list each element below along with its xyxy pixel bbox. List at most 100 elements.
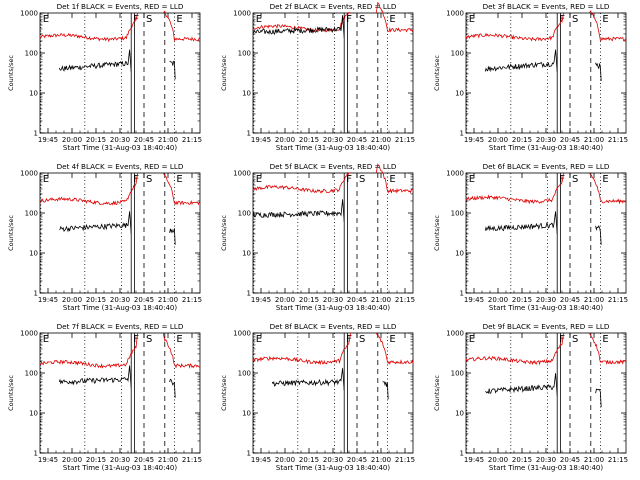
x-tick-label: 19:45 — [251, 296, 271, 304]
flare-marker-label: S — [146, 174, 152, 185]
y-tick-label: 1 — [247, 290, 251, 298]
x-axis-label: Start Time (31-Aug-03 18:40:40) — [276, 144, 390, 152]
y-axis-label: Counts/sec — [433, 55, 441, 91]
x-tick-label: 20:15 — [86, 456, 106, 464]
x-tick-label: 20:15 — [512, 136, 532, 144]
x-tick-label: 19:45 — [464, 136, 484, 144]
x-tick-label: 20:00 — [62, 456, 82, 464]
flare-marker-label: E — [469, 334, 475, 345]
flare-marker-label: S — [572, 14, 578, 25]
flare-marker-label: E — [256, 14, 262, 25]
flare-marker-label: E — [43, 14, 49, 25]
series-lld-red — [375, 163, 414, 194]
panel-title: Det 4f BLACK = Events, RED = LLD — [57, 162, 184, 171]
series-events-black — [169, 228, 176, 245]
flare-marker-label: F — [346, 174, 352, 185]
x-tick-label: 19:45 — [464, 296, 484, 304]
series-events-black — [484, 49, 558, 73]
series-lld-red — [588, 172, 627, 205]
y-tick-label: 10 — [455, 90, 464, 98]
flare-marker-label: E — [389, 334, 395, 345]
x-tick-label: 20:00 — [488, 456, 508, 464]
series-lld-red — [252, 11, 351, 33]
flare-marker-label: E — [43, 174, 49, 185]
x-tick-label: 20:15 — [299, 296, 319, 304]
panel-6: Det 6f BLACK = Events, RED = LLD 1 10 100 10… — [433, 162, 628, 312]
y-tick-label: 10 — [29, 250, 38, 258]
y-tick-label: 1000 — [20, 170, 38, 178]
x-axis-label: Start Time (31-Aug-03 18:40:40) — [63, 144, 177, 152]
series-events-black — [59, 211, 132, 234]
flare-marker-label: E — [176, 14, 182, 25]
flare-marker-label: E — [176, 334, 182, 345]
y-tick-label: 1000 — [233, 10, 251, 18]
x-tick-label: 20:45 — [134, 136, 154, 144]
series-lld-red — [465, 12, 564, 42]
x-tick-label: 21:15 — [608, 296, 628, 304]
x-tick-label: 20:15 — [512, 296, 532, 304]
x-tick-label: 20:45 — [347, 296, 367, 304]
plot-frame — [465, 172, 627, 294]
x-tick-label: 20:30 — [536, 296, 556, 304]
series-lld-red — [162, 10, 201, 42]
x-tick-label: 21:15 — [608, 136, 628, 144]
series-events-black — [252, 199, 345, 222]
x-tick-label: 20:00 — [275, 296, 295, 304]
flare-marker-label: F — [133, 334, 139, 345]
y-tick-label: 1 — [34, 450, 38, 458]
y-tick-label: 1 — [247, 130, 251, 138]
series-lld-red — [252, 171, 351, 194]
x-tick-label: 20:45 — [560, 456, 580, 464]
x-tick-label: 20:15 — [86, 296, 106, 304]
x-tick-label: 20:00 — [62, 296, 82, 304]
series-lld-red — [162, 332, 201, 369]
x-axis-label: Start Time (31-Aug-03 18:40:40) — [276, 464, 390, 472]
x-tick-label: 20:15 — [299, 136, 319, 144]
panel-title: Det 7f BLACK = Events, RED = LLD — [57, 322, 184, 331]
y-tick-label: 100 — [25, 50, 38, 58]
series-events-black — [252, 15, 345, 38]
series-events-black — [169, 378, 176, 398]
y-tick-label: 10 — [29, 90, 38, 98]
x-tick-label: 20:30 — [323, 136, 343, 144]
x-tick-label: 21:00 — [584, 296, 604, 304]
series-lld-red — [39, 332, 138, 369]
y-axis-label: Counts/sec — [7, 215, 15, 251]
x-tick-label: 20:45 — [560, 296, 580, 304]
series-events-black — [484, 211, 558, 234]
x-tick-label: 21:00 — [371, 296, 391, 304]
panel-1: Det 1f BLACK = Events, RED = LLD 1 10 100 10… — [7, 2, 202, 152]
flare-marker-label: E — [43, 334, 49, 345]
series-lld-red — [39, 12, 138, 43]
series-lld-red — [465, 332, 564, 366]
x-tick-label: 20:45 — [347, 456, 367, 464]
x-tick-label: 21:00 — [158, 296, 178, 304]
flare-marker-label: E — [256, 334, 262, 345]
y-axis-label: Counts/sec — [7, 55, 15, 91]
flare-marker-label: S — [146, 14, 152, 25]
x-tick-label: 20:15 — [86, 136, 106, 144]
panel-2: Det 2f BLACK = Events, RED = LLD 1 10 100 10… — [220, 1, 415, 152]
series-lld-red — [588, 332, 627, 366]
x-tick-label: 21:15 — [395, 456, 415, 464]
y-tick-label: 10 — [455, 250, 464, 258]
y-tick-label: 100 — [238, 370, 251, 378]
y-tick-label: 100 — [451, 210, 464, 218]
y-tick-label: 100 — [25, 370, 38, 378]
y-tick-label: 1 — [460, 450, 464, 458]
flare-marker-label: F — [559, 334, 565, 345]
flare-marker-label: S — [146, 334, 152, 345]
x-tick-label: 21:15 — [182, 296, 202, 304]
flare-marker-label: S — [572, 334, 578, 345]
x-tick-label: 20:30 — [110, 456, 130, 464]
panel-8: Det 8f BLACK = Events, RED = LLD 1 10 100 10… — [220, 322, 415, 472]
series-events-black — [271, 368, 345, 391]
series-events-black — [595, 62, 602, 81]
panel-title: Det 2f BLACK = Events, RED = LLD — [270, 2, 397, 11]
flare-marker-label: E — [256, 174, 262, 185]
x-tick-label: 21:00 — [158, 456, 178, 464]
x-tick-label: 21:00 — [584, 456, 604, 464]
y-tick-label: 1000 — [446, 10, 464, 18]
flare-marker-label: E — [176, 174, 182, 185]
y-tick-label: 1000 — [446, 330, 464, 338]
